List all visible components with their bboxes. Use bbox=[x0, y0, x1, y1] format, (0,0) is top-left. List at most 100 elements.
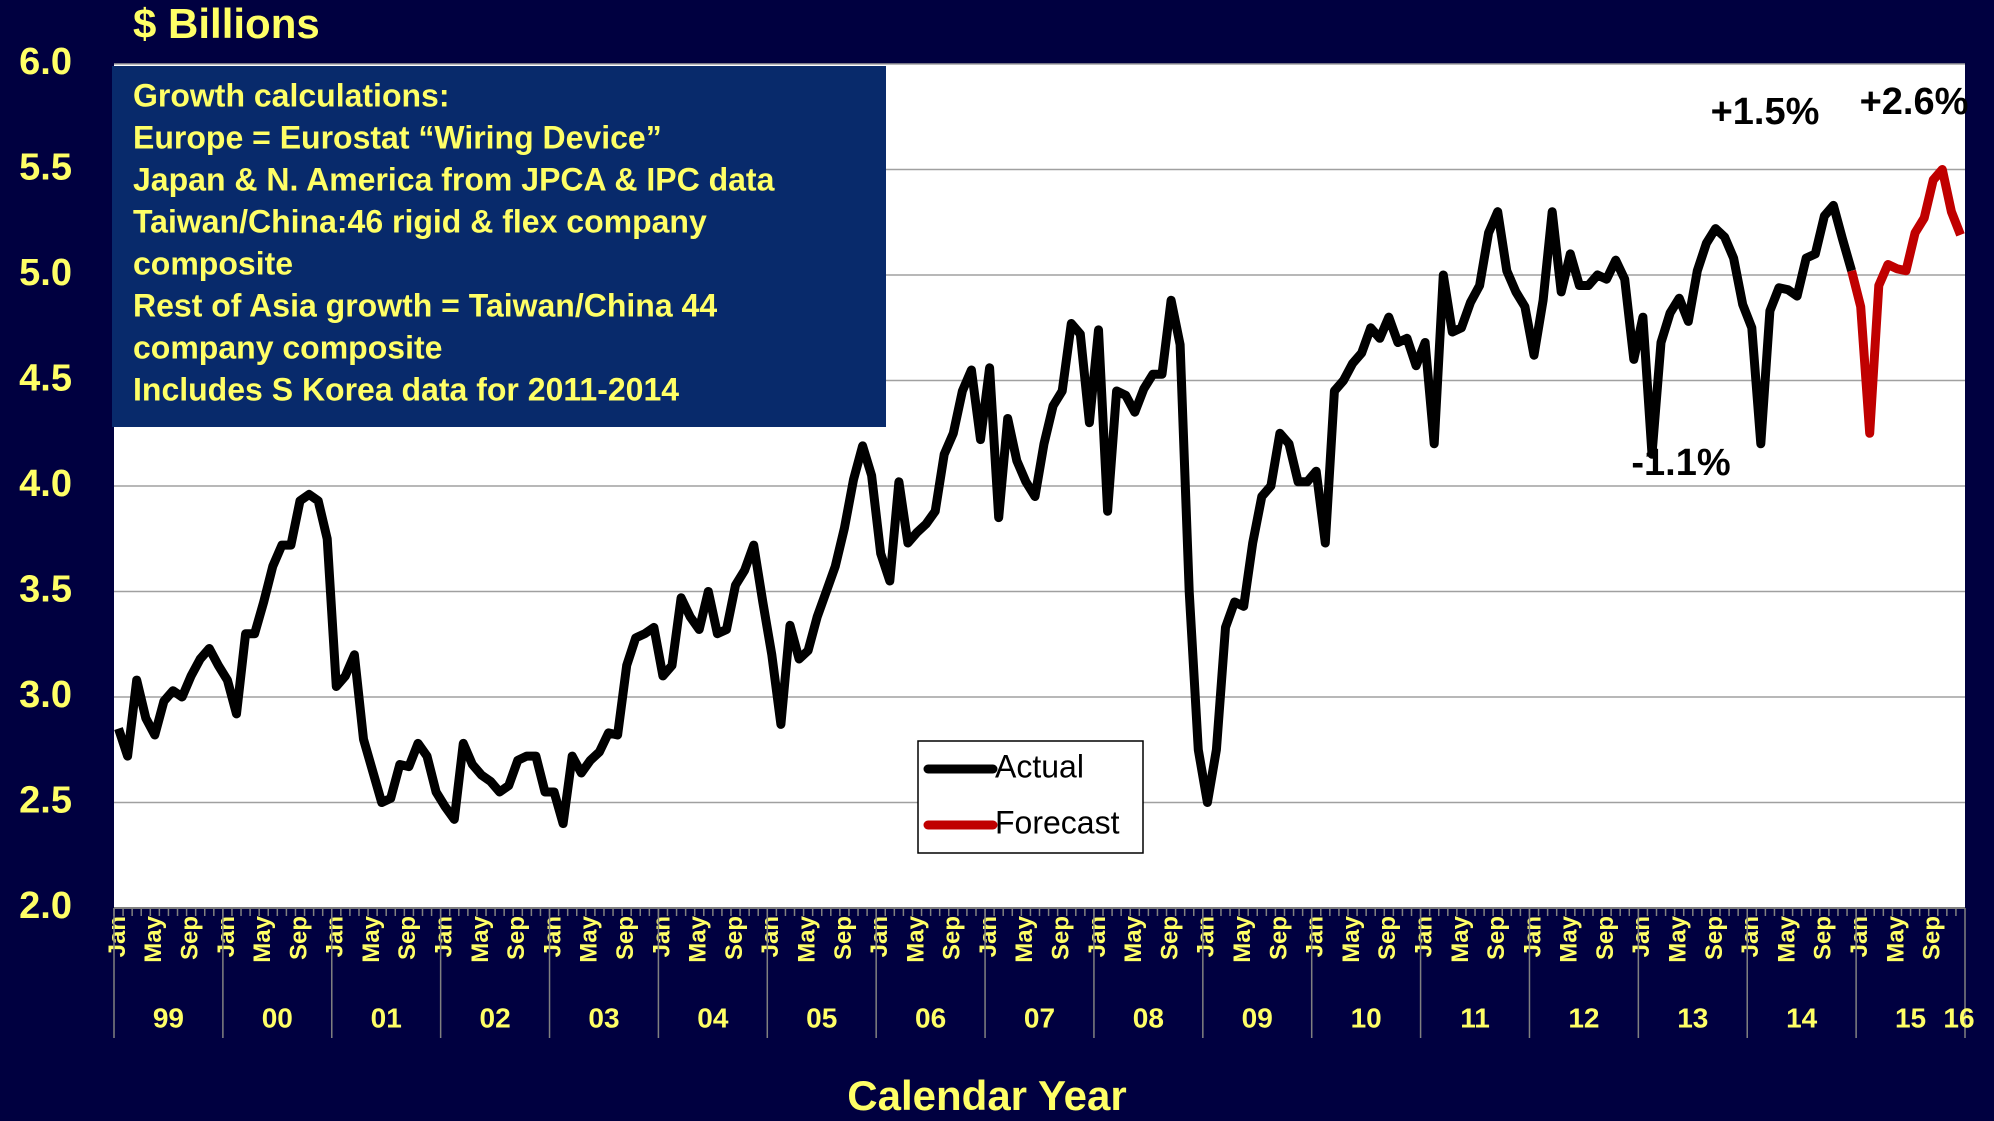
x-tick-label: May bbox=[1338, 915, 1365, 962]
x-tick-label: Jan bbox=[539, 916, 566, 957]
annotation: -1.1% bbox=[1631, 442, 1730, 484]
note-box bbox=[112, 66, 886, 427]
y-tick-label: 4.0 bbox=[19, 463, 72, 505]
y-tick-label: 3.5 bbox=[19, 569, 72, 611]
annotation: +1.5% bbox=[1711, 91, 1820, 133]
x-tick-label: Sep bbox=[394, 916, 421, 960]
x-tick-label: Jan bbox=[1628, 916, 1655, 957]
x-tick-label: May bbox=[1447, 915, 1474, 962]
x-tick-label: Jan bbox=[1737, 916, 1764, 957]
x-tick-label: Sep bbox=[1483, 916, 1510, 960]
legend-label: Forecast bbox=[995, 804, 1120, 840]
x-tick-label: May bbox=[467, 915, 494, 962]
x-tick-label: Sep bbox=[939, 916, 966, 960]
x-tick-label: Jan bbox=[1846, 916, 1873, 957]
x-tick-label: Jan bbox=[648, 916, 675, 957]
x-tick-label: May bbox=[902, 915, 929, 962]
year-label: 15 bbox=[1895, 1002, 1926, 1033]
y-tick-label: 4.5 bbox=[19, 358, 72, 400]
year-label: 02 bbox=[480, 1002, 511, 1033]
note-line: Rest of Asia growth = Taiwan/China 44 bbox=[133, 287, 717, 323]
x-tick-label: Sep bbox=[612, 916, 639, 960]
note-line: Includes S Korea data for 2011-2014 bbox=[133, 371, 679, 407]
year-label: 16 bbox=[1943, 1002, 1974, 1033]
x-tick-label: Jan bbox=[1410, 916, 1437, 957]
x-tick-label: Jan bbox=[431, 916, 458, 957]
y-tick-label: 6.0 bbox=[19, 41, 72, 83]
lines bbox=[114, 165, 1965, 829]
x-tick-label: Sep bbox=[176, 916, 203, 960]
y-tick-label: 3.0 bbox=[19, 674, 72, 716]
x-tick-label: Jan bbox=[104, 916, 131, 957]
note-line: Taiwan/China:46 rigid & flex company bbox=[133, 203, 707, 239]
x-tick-label: May bbox=[793, 915, 820, 962]
year-label: 12 bbox=[1568, 1002, 1599, 1033]
chart-title: $ Billions bbox=[133, 0, 320, 47]
legend-label: Actual bbox=[995, 748, 1084, 784]
x-tick-label: Sep bbox=[721, 916, 748, 960]
x-tick-label: Sep bbox=[1919, 916, 1946, 960]
y-tick-label: 2.0 bbox=[19, 885, 72, 927]
note-line: composite bbox=[133, 245, 293, 281]
x-tick-label: May bbox=[1120, 915, 1147, 962]
x-tick-label: Sep bbox=[1592, 916, 1619, 960]
series-line bbox=[114, 200, 1856, 829]
x-tick-label: Sep bbox=[1156, 916, 1183, 960]
year-label: 03 bbox=[588, 1002, 619, 1033]
x-axis-label: Calendar Year bbox=[847, 1072, 1126, 1119]
legend bbox=[917, 740, 1144, 854]
x-tick-label: Sep bbox=[1048, 916, 1075, 960]
x-tick-label: May bbox=[140, 915, 167, 962]
note-line: Japan & N. America from JPCA & IPC data bbox=[133, 161, 775, 197]
x-tick-label: May bbox=[576, 915, 603, 962]
x-tick-label: May bbox=[685, 915, 712, 962]
x-tick-label: Jan bbox=[975, 916, 1002, 957]
series-line bbox=[1847, 165, 1965, 438]
y-tick-label: 2.5 bbox=[19, 780, 72, 822]
y-tick-label: 5.5 bbox=[19, 147, 72, 189]
year-label: 09 bbox=[1242, 1002, 1273, 1033]
x-tick-label: Sep bbox=[503, 916, 530, 960]
year-label: 11 bbox=[1460, 1002, 1490, 1033]
y-tick-label: 5.0 bbox=[19, 252, 72, 294]
note-line: company composite bbox=[133, 329, 442, 365]
year-label: 07 bbox=[1024, 1002, 1055, 1033]
year-label: 13 bbox=[1677, 1002, 1708, 1033]
x-tick-label: Sep bbox=[285, 916, 312, 960]
x-tick-label: Jan bbox=[1084, 916, 1111, 957]
x-tick-label: Sep bbox=[1265, 916, 1292, 960]
note-line: Growth calculations: bbox=[133, 77, 449, 113]
x-tick-label: Jan bbox=[322, 916, 349, 957]
x-tick-label: May bbox=[1556, 915, 1583, 962]
x-tick-label: Jan bbox=[1193, 916, 1220, 957]
x-tick-label: May bbox=[1882, 915, 1909, 962]
x-tick-label: Sep bbox=[830, 916, 857, 960]
x-tick-label: Jan bbox=[1302, 916, 1329, 957]
x-tick-label: Jan bbox=[1519, 916, 1546, 957]
year-label: 10 bbox=[1351, 1002, 1382, 1033]
x-tick-label: May bbox=[1773, 915, 1800, 962]
x-tick-label: Sep bbox=[1374, 916, 1401, 960]
annotation: +2.6% bbox=[1860, 81, 1969, 123]
x-tick-label: May bbox=[249, 915, 276, 962]
x-tick-label: Sep bbox=[1701, 916, 1728, 960]
x-tick-label: May bbox=[1011, 915, 1038, 962]
x-tick-label: May bbox=[1229, 915, 1256, 962]
year-label: 99 bbox=[153, 1002, 184, 1033]
year-label: 01 bbox=[371, 1002, 402, 1033]
year-label: 08 bbox=[1133, 1002, 1164, 1033]
x-tick-label: Jan bbox=[757, 916, 784, 957]
x-tick-label: Sep bbox=[1810, 916, 1837, 960]
year-label: 00 bbox=[262, 1002, 293, 1033]
x-tick-label: Jan bbox=[213, 916, 240, 957]
note-line: Europe = Eurostat “Wiring Device” bbox=[133, 119, 662, 155]
year-label: 14 bbox=[1786, 1002, 1818, 1033]
year-label: 06 bbox=[915, 1002, 946, 1033]
year-label: 05 bbox=[806, 1002, 837, 1033]
year-label: 04 bbox=[697, 1002, 729, 1033]
x-tick-label: May bbox=[358, 915, 385, 962]
x-tick-label: Jan bbox=[866, 916, 893, 957]
x-tick-label: May bbox=[1665, 915, 1692, 962]
